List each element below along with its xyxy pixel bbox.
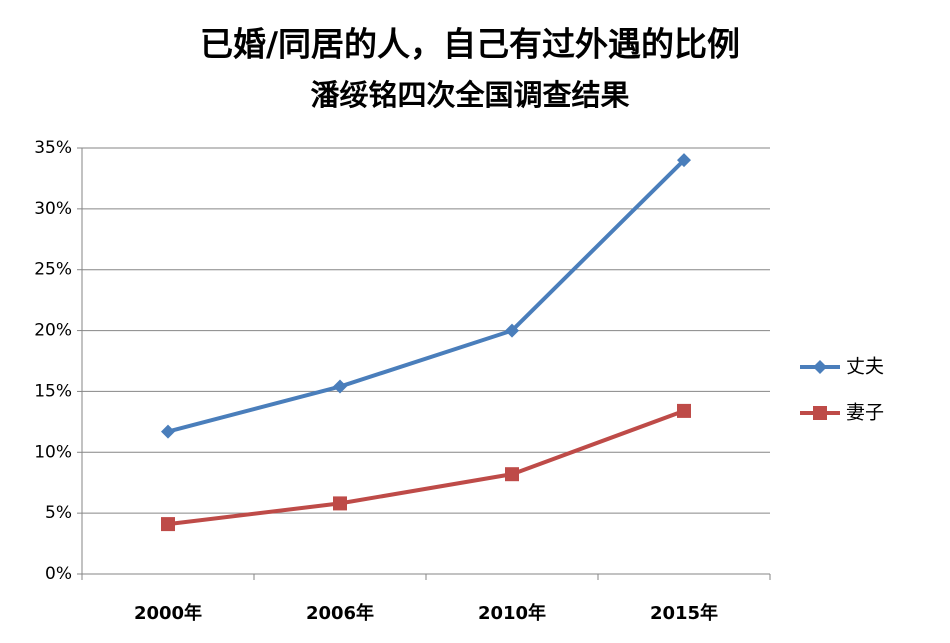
x-tick-label: 2006年 [306,602,374,624]
marker [677,153,691,168]
marker [505,323,519,338]
marker [813,406,827,420]
y-tick-label: 10% [34,442,72,462]
chart-title: 已婚/同居的人，自己有过外遇的比例 [200,25,740,64]
y-tick-label: 35% [34,138,72,158]
y-tick-label: 0% [45,564,72,584]
x-tick-label: 2010年 [478,602,546,624]
legend-label: 妻子 [846,402,884,424]
line [167,409,685,527]
marker [677,403,691,418]
y-tick-label: 30% [34,199,72,219]
y-tick-label: 20% [34,321,72,341]
marker [333,379,347,394]
y-tick-label: 5% [45,503,72,523]
marker [505,467,519,482]
marker [161,424,175,439]
y-tick-label: 15% [34,381,72,401]
marker [333,496,347,511]
x-tick-label: 2000年 [134,602,202,624]
marker [161,517,175,532]
x-tick-label: 2015年 [650,602,718,624]
chart-subtitle: 潘绥铭四次全国调查结果 [310,78,629,112]
legend-label: 丈夫 [846,356,884,378]
line [167,158,686,434]
marker [813,360,827,374]
y-tick-label: 25% [34,260,72,280]
